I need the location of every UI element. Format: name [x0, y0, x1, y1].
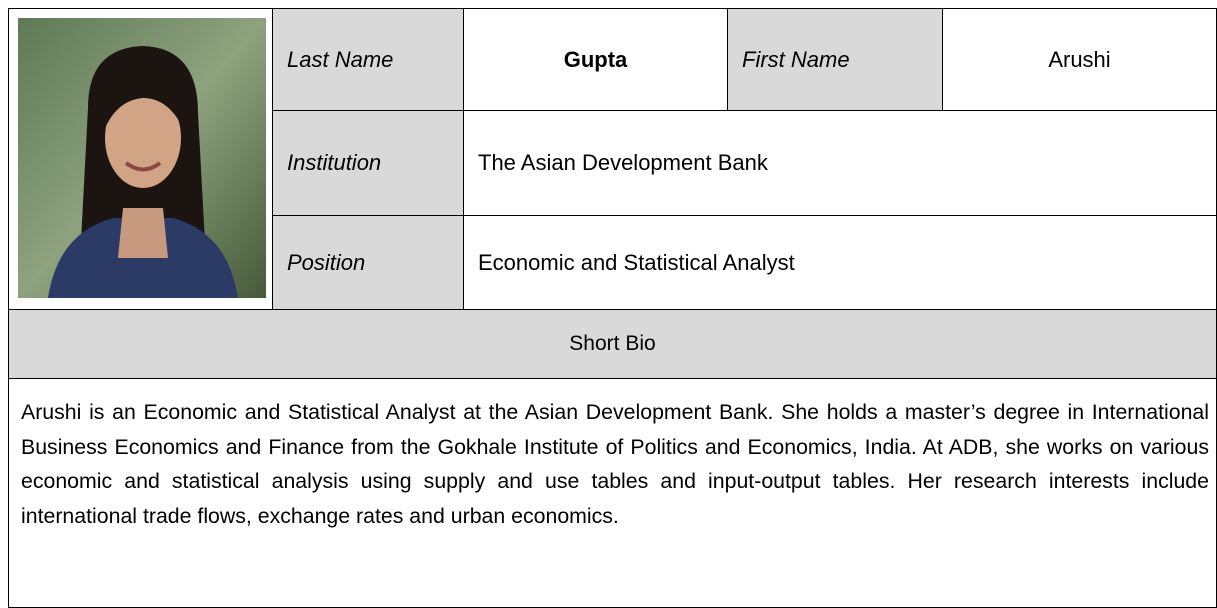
institution-label: Institution: [272, 110, 464, 216]
first-name: Arushi: [942, 8, 1217, 111]
last-name-label: Last Name: [272, 8, 464, 111]
photo: [18, 18, 266, 298]
photo-cell: [8, 8, 273, 310]
position-label: Position: [272, 215, 464, 310]
first-name-label: First Name: [727, 8, 943, 111]
last-name: Gupta: [463, 8, 728, 111]
institution: The Asian Development Bank: [463, 110, 1217, 216]
bio-heading: Short Bio: [8, 309, 1217, 379]
position: Economic and Statistical Analyst: [463, 215, 1217, 310]
bio: Arushi is an Economic and Statistical An…: [8, 378, 1217, 608]
